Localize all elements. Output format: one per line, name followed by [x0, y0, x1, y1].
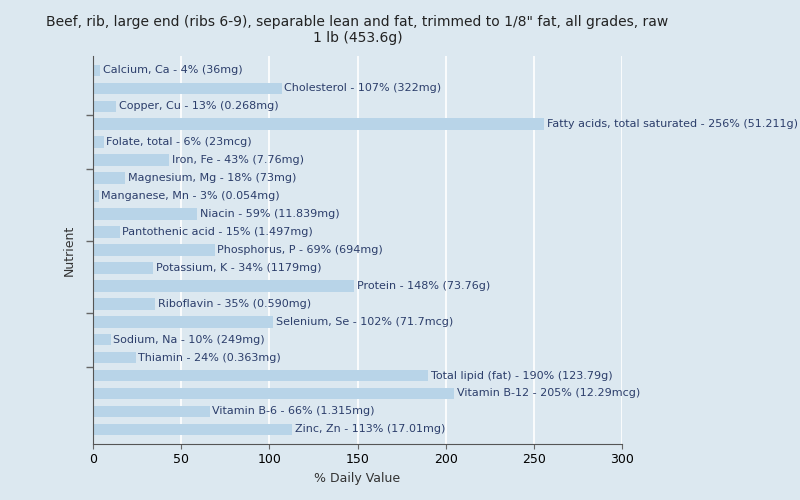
X-axis label: % Daily Value: % Daily Value [314, 472, 401, 485]
Text: Calcium, Ca - 4% (36mg): Calcium, Ca - 4% (36mg) [103, 66, 242, 76]
Bar [94, 172, 125, 184]
Text: Thiamin - 24% (0.363mg): Thiamin - 24% (0.363mg) [138, 352, 281, 362]
Bar [94, 316, 273, 328]
Bar [94, 100, 116, 112]
Text: Magnesium, Mg - 18% (73mg): Magnesium, Mg - 18% (73mg) [127, 173, 296, 183]
Text: Niacin - 59% (11.839mg): Niacin - 59% (11.839mg) [200, 209, 339, 219]
Bar [94, 64, 100, 76]
Text: Folate, total - 6% (23mcg): Folate, total - 6% (23mcg) [106, 137, 252, 147]
Bar [94, 244, 215, 256]
Bar [94, 262, 153, 274]
Bar [94, 280, 354, 291]
Bar [94, 208, 197, 220]
Bar [94, 352, 135, 364]
Title: Beef, rib, large end (ribs 6-9), separable lean and fat, trimmed to 1/8" fat, al: Beef, rib, large end (ribs 6-9), separab… [46, 15, 669, 45]
Bar [94, 82, 282, 94]
Text: Potassium, K - 34% (1179mg): Potassium, K - 34% (1179mg) [156, 263, 322, 273]
Bar [94, 298, 155, 310]
Y-axis label: Nutrient: Nutrient [63, 224, 76, 276]
Text: Protein - 148% (73.76g): Protein - 148% (73.76g) [357, 281, 490, 291]
Text: Iron, Fe - 43% (7.76mg): Iron, Fe - 43% (7.76mg) [172, 155, 304, 165]
Text: Cholesterol - 107% (322mg): Cholesterol - 107% (322mg) [285, 84, 442, 94]
Text: Copper, Cu - 13% (0.268mg): Copper, Cu - 13% (0.268mg) [118, 102, 278, 112]
Text: Manganese, Mn - 3% (0.054mg): Manganese, Mn - 3% (0.054mg) [101, 191, 280, 201]
Text: Total lipid (fat) - 190% (123.79g): Total lipid (fat) - 190% (123.79g) [430, 370, 612, 380]
Bar [94, 388, 454, 400]
Bar [94, 334, 111, 345]
Text: Phosphorus, P - 69% (694mg): Phosphorus, P - 69% (694mg) [218, 245, 383, 255]
Text: Selenium, Se - 102% (71.7mcg): Selenium, Se - 102% (71.7mcg) [275, 316, 453, 326]
Bar [94, 226, 120, 238]
Bar [94, 424, 292, 435]
Text: Riboflavin - 35% (0.590mg): Riboflavin - 35% (0.590mg) [158, 298, 310, 308]
Text: Vitamin B-6 - 66% (1.315mg): Vitamin B-6 - 66% (1.315mg) [212, 406, 374, 416]
Bar [94, 136, 104, 148]
Bar [94, 118, 544, 130]
Text: Zinc, Zn - 113% (17.01mg): Zinc, Zn - 113% (17.01mg) [295, 424, 446, 434]
Text: Vitamin B-12 - 205% (12.29mcg): Vitamin B-12 - 205% (12.29mcg) [457, 388, 640, 398]
Bar [94, 190, 98, 202]
Text: Pantothenic acid - 15% (1.497mg): Pantothenic acid - 15% (1.497mg) [122, 227, 313, 237]
Text: Fatty acids, total saturated - 256% (51.211g): Fatty acids, total saturated - 256% (51.… [547, 120, 798, 130]
Text: Sodium, Na - 10% (249mg): Sodium, Na - 10% (249mg) [114, 334, 265, 344]
Bar [94, 406, 210, 417]
Bar [94, 370, 428, 382]
Bar [94, 154, 169, 166]
